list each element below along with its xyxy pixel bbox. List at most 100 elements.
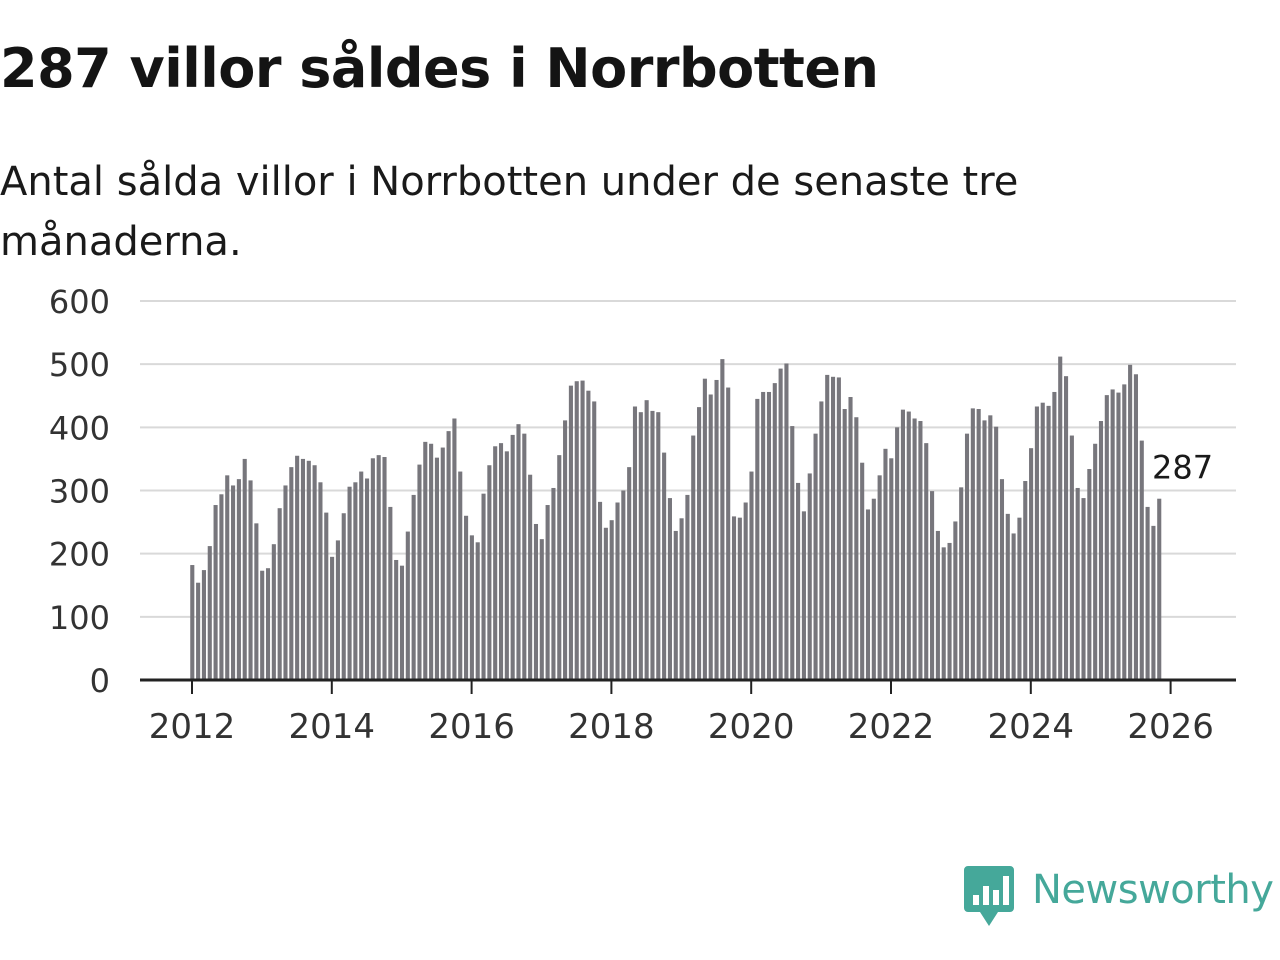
bar xyxy=(1046,405,1051,680)
bar xyxy=(778,368,783,680)
bar xyxy=(895,427,900,680)
bar xyxy=(364,478,370,680)
bar xyxy=(417,464,422,680)
bar xyxy=(1075,487,1080,680)
bar xyxy=(1063,376,1069,680)
bar xyxy=(1093,443,1098,680)
bar xyxy=(731,516,737,680)
bar xyxy=(918,421,923,680)
bar xyxy=(865,509,871,680)
bar xyxy=(900,409,905,680)
y-tick-label-600: 600 xyxy=(49,283,110,321)
brand: Newsworthy xyxy=(962,862,1274,932)
bar xyxy=(621,490,626,680)
bar xyxy=(1128,364,1133,680)
bar xyxy=(1098,421,1104,680)
bar xyxy=(481,493,486,680)
bar xyxy=(656,412,661,680)
bar xyxy=(423,441,428,680)
bar xyxy=(574,381,579,680)
bar xyxy=(743,502,748,680)
bar xyxy=(964,433,970,680)
bar xyxy=(930,491,935,680)
x-tick-label-2012: 2012 xyxy=(149,707,236,747)
bar xyxy=(429,443,434,680)
bar xyxy=(1034,406,1039,680)
bar xyxy=(335,540,340,680)
bar xyxy=(650,410,655,680)
bar xyxy=(813,433,818,680)
bar xyxy=(935,530,940,680)
x-tick-label-2020: 2020 xyxy=(708,707,795,747)
bar xyxy=(970,408,975,680)
bar xyxy=(207,546,212,680)
bar xyxy=(615,502,620,680)
bar xyxy=(766,391,772,680)
bar xyxy=(196,582,201,680)
bar xyxy=(1052,391,1057,680)
bar xyxy=(510,434,515,680)
bar xyxy=(1023,481,1028,680)
bar xyxy=(597,501,603,680)
bar xyxy=(772,383,777,680)
bar xyxy=(225,475,230,680)
bar xyxy=(667,498,672,680)
bar xyxy=(988,415,993,680)
bar xyxy=(947,542,952,680)
bar xyxy=(394,559,399,680)
bar xyxy=(469,535,474,680)
bar xyxy=(464,515,469,680)
bar xyxy=(452,418,457,680)
bar xyxy=(662,452,667,680)
bar xyxy=(1087,469,1092,680)
bar xyxy=(254,523,259,680)
bar xyxy=(586,390,591,680)
bar xyxy=(568,385,573,680)
bar xyxy=(190,565,195,680)
bar xyxy=(941,547,946,680)
bar xyxy=(300,458,306,680)
bar xyxy=(1145,506,1150,680)
bar xyxy=(737,517,742,680)
bar xyxy=(411,494,416,680)
bar xyxy=(784,363,789,680)
bar xyxy=(790,426,795,680)
bar xyxy=(854,417,859,680)
bar xyxy=(312,465,317,680)
bar xyxy=(720,359,725,680)
bar xyxy=(347,486,352,680)
bar xyxy=(277,508,282,680)
bar xyxy=(475,542,480,680)
bar xyxy=(638,412,643,680)
bar xyxy=(976,409,981,680)
bar xyxy=(353,482,358,680)
bar xyxy=(603,527,608,680)
bar xyxy=(516,424,521,680)
bar xyxy=(271,544,276,680)
bar xyxy=(871,498,876,680)
bar xyxy=(627,467,632,680)
y-tick-label-200: 200 xyxy=(49,536,110,574)
bar xyxy=(580,380,585,680)
bar xyxy=(982,420,987,680)
bar xyxy=(376,455,381,680)
bar xyxy=(877,475,882,680)
bar xyxy=(644,400,649,680)
bar xyxy=(702,378,707,680)
newsworthy-logo-icon xyxy=(964,866,1014,926)
bar xyxy=(504,451,509,680)
bar xyxy=(959,487,964,680)
bar xyxy=(825,374,830,680)
bar xyxy=(1081,498,1086,680)
bar xyxy=(213,505,218,680)
y-tick-label-400: 400 xyxy=(49,409,110,447)
bar xyxy=(1040,402,1045,680)
bar xyxy=(283,485,288,680)
y-tick-label-500: 500 xyxy=(49,346,110,384)
bar xyxy=(260,570,265,680)
bar xyxy=(405,531,410,680)
y-tick-label-100: 100 xyxy=(49,599,110,637)
highlight-annotation: 287 xyxy=(1150,446,1215,487)
bar xyxy=(399,565,405,680)
